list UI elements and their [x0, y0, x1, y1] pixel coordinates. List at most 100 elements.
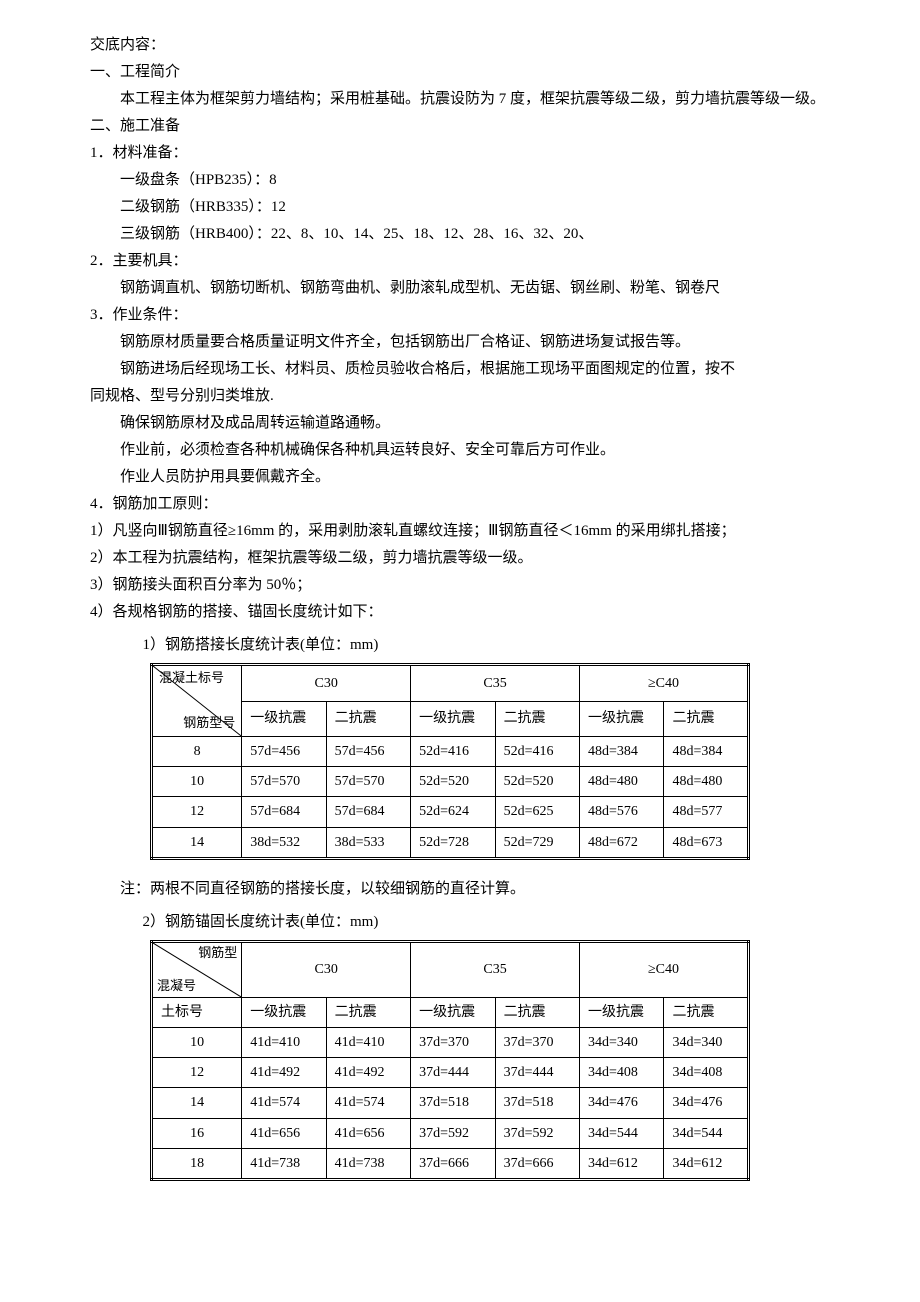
- table-cell: 52d=624: [411, 797, 495, 827]
- table-cell: 34d=476: [664, 1088, 749, 1118]
- table-cell: 48d=384: [580, 737, 664, 767]
- table2-subcol: 二抗震: [326, 997, 410, 1027]
- table-cell: 34d=544: [580, 1118, 664, 1148]
- item2-l1: 钢筋调直机、钢筋切断机、钢筋弯曲机、剥肋滚轧成型机、无齿锯、钢丝刷、粉笔、钢卷尺: [90, 275, 830, 302]
- section1-title: 一、工程简介: [90, 59, 830, 86]
- table1-diag-br: 钢筋型号: [183, 715, 235, 732]
- table1-diag-tl: 混凝土标号: [159, 670, 224, 687]
- table1-subcol: 二抗震: [664, 701, 749, 736]
- table1: 混凝土标号 钢筋型号 C30 C35 ≥C40 一级抗震 二抗震 一级抗震 二抗…: [150, 663, 750, 860]
- table2-subcol: 二抗震: [664, 997, 749, 1027]
- table-cell: 37d=666: [495, 1148, 579, 1179]
- table-cell: 52d=520: [411, 767, 495, 797]
- table-cell: 8: [152, 737, 242, 767]
- item1-l2: 二级钢筋（HRB335）：12: [90, 194, 830, 221]
- item3-l1: 钢筋原材质量要合格质量证明文件齐全，包括钢筋出厂合格证、钢筋进场复试报告等。: [90, 329, 830, 356]
- table-cell: 34d=612: [664, 1148, 749, 1179]
- table2: 钢筋型 混凝号 C30 C35 ≥C40 土标号 一级抗震 二抗震 一级抗震 二…: [150, 940, 750, 1181]
- table-cell: 18: [152, 1148, 242, 1179]
- table2-subcol: 二抗震: [495, 997, 579, 1027]
- table1-subcol: 一级抗震: [580, 701, 664, 736]
- table1-col-c35: C35: [411, 665, 580, 702]
- table-cell: 41d=574: [326, 1088, 410, 1118]
- table-cell: 37d=666: [411, 1148, 495, 1179]
- table2-col-c35: C35: [411, 941, 580, 997]
- header-line: 交底内容：: [90, 32, 830, 59]
- item4-l2: 2）本工程为抗震结构，框架抗震等级二级，剪力墙抗震等级一级。: [90, 545, 830, 572]
- table-cell: 48d=576: [580, 797, 664, 827]
- table1-caption: 1）钢筋搭接长度统计表(单位：mm): [90, 632, 830, 659]
- table-cell: 14: [152, 827, 242, 858]
- section1-body: 本工程主体为框架剪力墙结构；采用桩基础。抗震设防为 7 度，框架抗震等级二级，剪…: [90, 86, 830, 113]
- table-cell: 41d=656: [242, 1118, 326, 1148]
- table2-col-c30: C30: [242, 941, 411, 997]
- table1-subcol: 二抗震: [326, 701, 410, 736]
- table-row: 18 41d=738 41d=738 37d=666 37d=666 34d=6…: [152, 1148, 749, 1179]
- item4-head: 4．钢筋加工原则：: [90, 491, 830, 518]
- table-cell: 37d=518: [411, 1088, 495, 1118]
- item1-l1: 一级盘条（HPB235）：8: [90, 167, 830, 194]
- table-row: 8 57d=456 57d=456 52d=416 52d=416 48d=38…: [152, 737, 749, 767]
- table-cell: 41d=738: [242, 1148, 326, 1179]
- table-cell: 37d=592: [495, 1118, 579, 1148]
- table-cell: 38d=533: [326, 827, 410, 858]
- table-cell: 48d=577: [664, 797, 749, 827]
- table1-col-c40: ≥C40: [580, 665, 749, 702]
- section2-title: 二、施工准备: [90, 113, 830, 140]
- table2-subcol: 一级抗震: [411, 997, 495, 1027]
- table-row: 14 38d=532 38d=533 52d=728 52d=729 48d=6…: [152, 827, 749, 858]
- table-cell: 41d=492: [326, 1058, 410, 1088]
- table-cell: 41d=656: [326, 1118, 410, 1148]
- table-cell: 57d=684: [326, 797, 410, 827]
- table-cell: 48d=480: [664, 767, 749, 797]
- item3-l2a: 钢筋进场后经现场工长、材料员、质检员验收合格后，根据施工现场平面图规定的位置，按…: [90, 356, 830, 383]
- table-cell: 38d=532: [242, 827, 326, 858]
- table-cell: 34d=612: [580, 1148, 664, 1179]
- table-cell: 41d=410: [242, 1027, 326, 1057]
- table-row: 12 41d=492 41d=492 37d=444 37d=444 34d=4…: [152, 1058, 749, 1088]
- table-cell: 16: [152, 1118, 242, 1148]
- table-row: 16 41d=656 41d=656 37d=592 37d=592 34d=5…: [152, 1118, 749, 1148]
- item2-head: 2．主要机具：: [90, 248, 830, 275]
- table-cell: 37d=370: [495, 1027, 579, 1057]
- table2-diag-bl: 土标号: [152, 997, 242, 1027]
- table2-diag-header: 钢筋型 混凝号: [152, 941, 242, 997]
- item1-l3: 三级钢筋（HRB400）：22、8、10、14、25、18、12、28、16、3…: [90, 221, 830, 248]
- table2-diag-tl: 钢筋型: [198, 945, 237, 962]
- table1-col-c30: C30: [242, 665, 411, 702]
- table-cell: 41d=492: [242, 1058, 326, 1088]
- table-cell: 34d=340: [664, 1027, 749, 1057]
- table-cell: 37d=370: [411, 1027, 495, 1057]
- table-cell: 52d=416: [411, 737, 495, 767]
- item3-l5: 作业人员防护用具要佩戴齐全。: [90, 464, 830, 491]
- table-cell: 57d=684: [242, 797, 326, 827]
- table-row: 10 41d=410 41d=410 37d=370 37d=370 34d=3…: [152, 1027, 749, 1057]
- note1: 注：两根不同直径钢筋的搭接长度，以较细钢筋的直径计算。: [90, 876, 830, 903]
- table-row: 12 57d=684 57d=684 52d=624 52d=625 48d=5…: [152, 797, 749, 827]
- table-cell: 34d=476: [580, 1088, 664, 1118]
- table2-caption: 2）钢筋锚固长度统计表(单位：mm): [90, 909, 830, 936]
- table-cell: 37d=444: [411, 1058, 495, 1088]
- item3-l3: 确保钢筋原材及成品周转运输道路通畅。: [90, 410, 830, 437]
- table-cell: 57d=570: [326, 767, 410, 797]
- table1-subcol: 一级抗震: [411, 701, 495, 736]
- item1-head: 1．材料准备：: [90, 140, 830, 167]
- table-cell: 14: [152, 1088, 242, 1118]
- table-cell: 52d=729: [495, 827, 579, 858]
- table-row: 10 57d=570 57d=570 52d=520 52d=520 48d=4…: [152, 767, 749, 797]
- item4-l3: 3）钢筋接头面积百分率为 50％；: [90, 572, 830, 599]
- table-cell: 34d=408: [664, 1058, 749, 1088]
- table-cell: 57d=456: [326, 737, 410, 767]
- table-cell: 12: [152, 1058, 242, 1088]
- table2-subcol: 一级抗震: [242, 997, 326, 1027]
- table-cell: 41d=738: [326, 1148, 410, 1179]
- table2-col-c40: ≥C40: [580, 941, 749, 997]
- table-cell: 34d=408: [580, 1058, 664, 1088]
- table-cell: 52d=728: [411, 827, 495, 858]
- table-cell: 12: [152, 797, 242, 827]
- table-cell: 41d=410: [326, 1027, 410, 1057]
- table1-subcol: 一级抗震: [242, 701, 326, 736]
- table2-subcol: 一级抗震: [580, 997, 664, 1027]
- item4-l1: 1）凡竖向Ⅲ钢筋直径≥16mm 的，采用剥肋滚轧直螺纹连接；Ⅲ钢筋直径＜16mm…: [90, 518, 830, 545]
- table-cell: 48d=480: [580, 767, 664, 797]
